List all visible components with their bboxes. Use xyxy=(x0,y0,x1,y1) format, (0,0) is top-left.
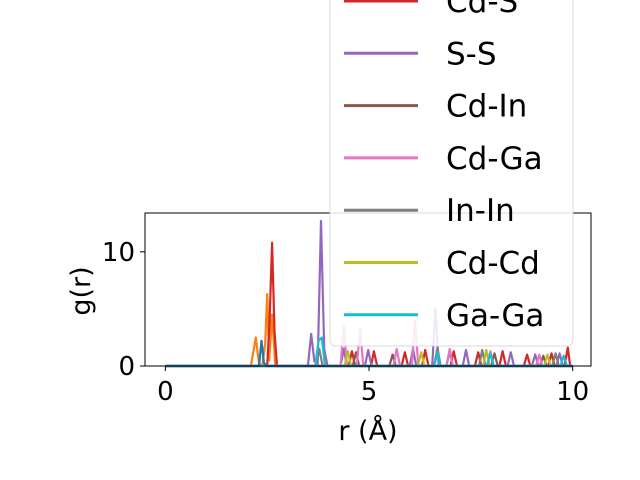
y-tick-label: 0 xyxy=(118,352,135,382)
legend-label-in-in: In-In xyxy=(446,193,515,229)
legend-label-ga-ga: Ga-Ga xyxy=(446,298,544,334)
x-tick-label: 10 xyxy=(556,377,589,407)
legend-label-cd-ga: Cd-Ga xyxy=(446,141,543,177)
legend-box xyxy=(329,0,574,347)
x-tick-label: 5 xyxy=(361,377,378,407)
x-axis-label: r (Å) xyxy=(338,415,397,447)
legend-label-s-s: S-S xyxy=(446,36,497,72)
ticks-layer: 0 5 10 0 10 xyxy=(102,238,589,407)
x-tick-label: 0 xyxy=(157,377,174,407)
y-tick-label: 10 xyxy=(102,238,135,268)
legend-label-cd-cd: Cd-Cd xyxy=(446,246,540,282)
legend-label-cd-in: Cd-In xyxy=(446,89,527,125)
legend-label-cd-s: Cd-S xyxy=(446,0,518,20)
legend: Cd-S S-S Cd-In Cd-Ga In-In Cd-Cd Ga-Ga xyxy=(329,0,574,347)
y-axis-label: g(r) xyxy=(66,266,97,315)
